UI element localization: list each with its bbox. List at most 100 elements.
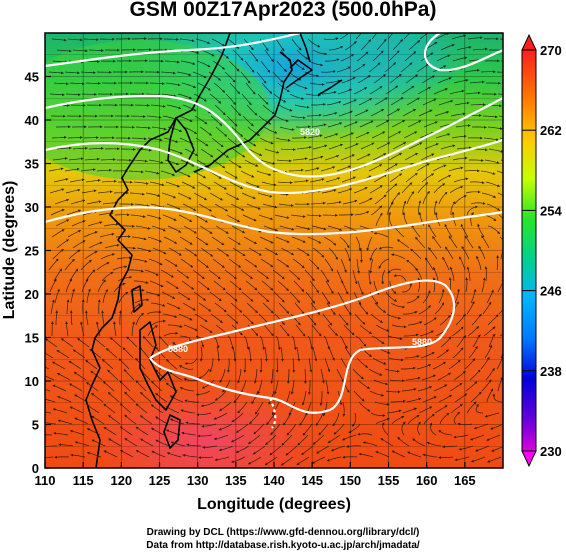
- streamline: [392, 142, 407, 150]
- streamline: [374, 194, 387, 205]
- streamline: [320, 269, 330, 283]
- streamline: [45, 338, 58, 348]
- streamline: [230, 302, 243, 313]
- streamline: [192, 71, 207, 79]
- streamline: [123, 369, 135, 381]
- streamline: [197, 181, 211, 190]
- streamline: [155, 439, 170, 447]
- streamline: [389, 379, 405, 383]
- streamline: [444, 223, 453, 238]
- streamline: [359, 120, 374, 128]
- streamline: [139, 346, 150, 359]
- streamline: [390, 97, 404, 106]
- streamline: [422, 453, 438, 458]
- streamline: [302, 390, 307, 406]
- streamline: [438, 456, 454, 459]
- streamline: [261, 280, 274, 291]
- streamline: [375, 451, 390, 458]
- streamline: [124, 438, 138, 447]
- streamline: [496, 71, 503, 73]
- streamline: [355, 335, 367, 347]
- chart-title: GSM 00Z17Apr2023 (500.0hPa): [129, 0, 437, 21]
- streamline: [95, 321, 101, 337]
- streamline: [69, 429, 85, 436]
- streamline: [213, 181, 227, 190]
- streamline: [291, 136, 307, 139]
- streamline: [323, 133, 339, 139]
- streamline: [481, 379, 492, 392]
- streamline: [449, 185, 464, 194]
- streamline: [488, 148, 503, 153]
- streamline: [197, 434, 213, 438]
- streamline: [301, 445, 314, 455]
- streamline: [373, 379, 389, 386]
- streamline: [135, 312, 145, 326]
- streamline: [179, 236, 193, 245]
- streamline: [186, 443, 202, 447]
- streamline: [417, 86, 432, 95]
- streamline: [416, 364, 432, 370]
- streamline: [213, 434, 229, 441]
- streamline: [91, 415, 105, 425]
- colorbar-tick-label: 230: [540, 444, 562, 459]
- x-tick-label: 130: [187, 473, 209, 488]
- streamline: [483, 326, 496, 337]
- streamline: [445, 246, 454, 260]
- streamline: [101, 271, 114, 282]
- streamline: [215, 126, 228, 137]
- streamline: [308, 60, 324, 67]
- streamline: [306, 214, 322, 218]
- streamline: [470, 201, 486, 205]
- streamline: [86, 451, 102, 458]
- streamline: [405, 74, 419, 84]
- streamline: [65, 93, 81, 97]
- streamline: [84, 310, 89, 326]
- streamline: [434, 200, 438, 216]
- streamline: [227, 357, 230, 373]
- streamline: [65, 278, 73, 293]
- streamline: [182, 454, 198, 458]
- streamline: [178, 214, 193, 222]
- streamline: [275, 335, 281, 351]
- streamline: [433, 266, 439, 282]
- streamline: [407, 414, 420, 425]
- streamline: [45, 456, 54, 459]
- streamline: [107, 369, 119, 381]
- streamline: [454, 101, 470, 106]
- streamline: [360, 247, 363, 263]
- streamline: [57, 396, 72, 403]
- streamline: [471, 313, 482, 326]
- streamline: [275, 38, 285, 52]
- streamline: [424, 143, 439, 150]
- streamline: [150, 302, 166, 307]
- streamline: [96, 168, 112, 172]
- streamline: [88, 146, 104, 150]
- streamline: [67, 229, 82, 238]
- streamline: [135, 126, 151, 130]
- streamline: [311, 103, 326, 106]
- streamline: [176, 71, 192, 76]
- streamline: [85, 360, 98, 370]
- streamline: [52, 408, 68, 414]
- streamline: [306, 313, 317, 326]
- streamline: [419, 33, 433, 40]
- streamline: [290, 379, 295, 395]
- streamline: [131, 37, 147, 40]
- streamline: [101, 310, 105, 326]
- streamline: [451, 134, 467, 139]
- streamline: [264, 346, 268, 362]
- streamline: [296, 49, 309, 60]
- streamline: [384, 368, 400, 373]
- streamline: [261, 82, 273, 94]
- streamline: [391, 253, 406, 260]
- streamline: [81, 278, 89, 293]
- streamline: [66, 299, 70, 315]
- streamline: [288, 168, 304, 172]
- streamline: [455, 313, 466, 326]
- streamline: [442, 256, 450, 271]
- streamline: [112, 265, 128, 271]
- streamline: [195, 137, 209, 147]
- streamline: [415, 236, 426, 249]
- streamline: [151, 319, 166, 326]
